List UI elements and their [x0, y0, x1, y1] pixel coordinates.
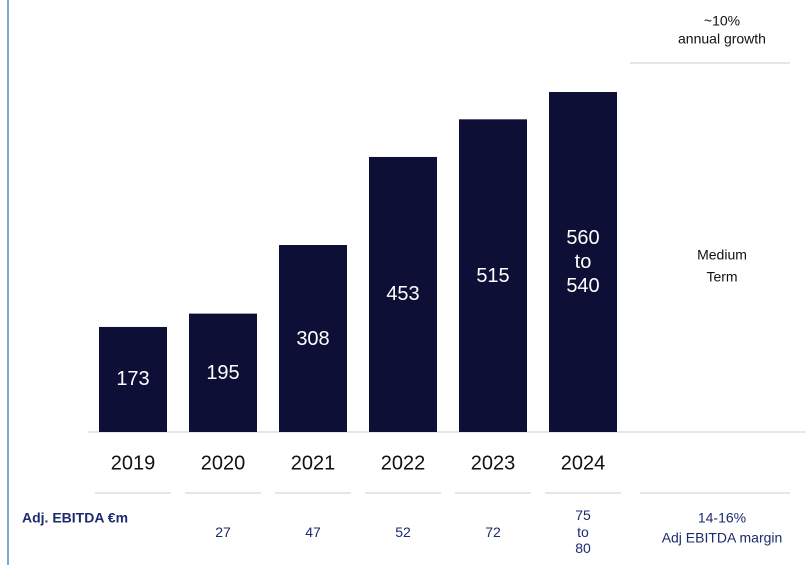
annotation: Term — [706, 269, 737, 285]
value-label: 195 — [206, 361, 240, 384]
x-tick-label: 2022 — [381, 452, 426, 474]
ebitda-value-box: 72 — [485, 523, 501, 540]
ebitda-value: 27 — [215, 523, 231, 540]
row-label: Adj. EBITDA €m — [22, 510, 128, 526]
x-tick-label: 2019 — [111, 452, 156, 474]
ebitda-value-box: 27 — [215, 523, 231, 540]
value-label-box: 453 — [386, 283, 420, 306]
annotation: Medium — [697, 247, 747, 263]
value-label-box: 195 — [206, 361, 240, 384]
value-label-box: 173 — [116, 368, 150, 391]
annotation: ~10% — [704, 13, 740, 29]
value-label-box: 308 — [296, 327, 330, 350]
ebitda-value: 75 to 80 — [575, 506, 591, 557]
annotation: 14-16% — [698, 510, 746, 526]
value-label: 515 — [476, 264, 510, 287]
x-tick-label: 2020 — [201, 452, 246, 474]
value-label: 308 — [296, 327, 330, 350]
x-tick-label: 2021 — [291, 452, 336, 474]
bar — [279, 245, 347, 432]
ebitda-value-box: 52 — [395, 523, 411, 540]
annotation: annual growth — [678, 31, 766, 47]
ebitda-value-box: 75 to 80 — [575, 506, 591, 557]
value-label-box: 560 to 540 — [566, 227, 600, 297]
value-label: 173 — [116, 368, 150, 391]
value-label-box: 515 — [476, 264, 510, 287]
bar — [459, 119, 527, 433]
value-label: 453 — [386, 283, 420, 306]
x-tick-label: 2023 — [471, 452, 516, 474]
ebitda-value: 72 — [485, 523, 501, 540]
ebitda-value-box: 47 — [305, 523, 321, 540]
ebitda-value: 52 — [395, 523, 411, 540]
bar — [369, 156, 437, 432]
bar — [99, 326, 167, 432]
annotation: Adj EBITDA margin — [662, 530, 783, 546]
x-tick-label: 2024 — [561, 452, 606, 474]
ebitda-value: 47 — [305, 523, 321, 540]
value-label: 560 to 540 — [566, 227, 600, 297]
bar — [549, 92, 617, 432]
bar — [189, 313, 257, 432]
